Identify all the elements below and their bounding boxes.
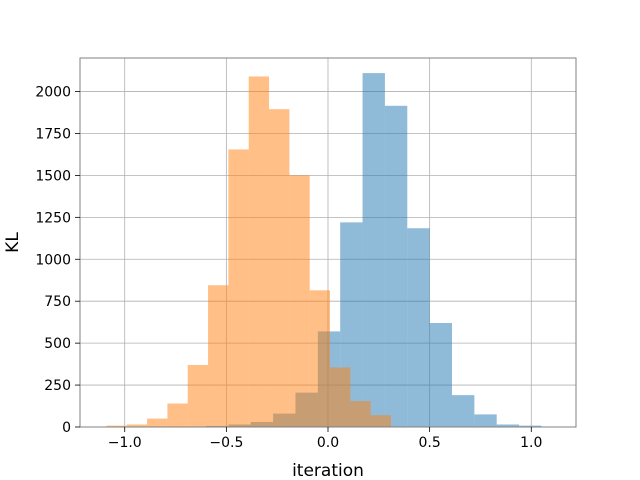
y-axis-label: KL <box>3 232 23 253</box>
histogram-bar-series-1 <box>474 414 497 427</box>
histogram-bar-series-2 <box>289 175 310 427</box>
histogram-bar-series-2 <box>106 425 127 427</box>
histogram-bar-series-1 <box>407 228 430 427</box>
histogram-bar-series-2 <box>370 415 392 427</box>
histogram-bar-series-2 <box>269 109 290 428</box>
histogram-bar-series-2 <box>208 285 229 427</box>
histogram-bar-series-2 <box>350 401 371 427</box>
x-tick-label: 0.5 <box>419 435 441 451</box>
y-tick-label: 500 <box>44 336 71 352</box>
histogram-bar-series-2 <box>126 424 148 427</box>
histogram-bars <box>106 73 542 428</box>
histogram-bar-series-2 <box>147 418 168 427</box>
y-tick-label: 2000 <box>35 85 71 101</box>
y-tick-label: 1000 <box>35 252 71 268</box>
histogram-bar-series-2 <box>187 364 209 427</box>
x-tick-label: −1.0 <box>108 435 142 451</box>
y-tick-label: 250 <box>44 378 71 394</box>
histogram-bar-series-2 <box>309 290 331 427</box>
histogram-bar-series-2 <box>330 367 351 427</box>
y-tick-label: 1750 <box>35 126 71 142</box>
x-tick-label: 1.0 <box>520 435 542 451</box>
y-tick-label: 750 <box>44 294 71 310</box>
histogram-bar-series-2 <box>228 149 249 427</box>
histogram-bar-series-1 <box>452 395 475 427</box>
y-tick-label: 0 <box>62 420 71 436</box>
histogram-bar-series-1 <box>384 105 408 427</box>
histogram-bar-series-1 <box>362 73 385 427</box>
x-axis-label: iteration <box>292 461 364 480</box>
x-tick-label: 0.0 <box>317 435 339 451</box>
histogram-bar-series-2 <box>167 403 188 427</box>
histogram-bar-series-2 <box>248 76 270 427</box>
y-tick-label: 1500 <box>35 168 71 184</box>
histogram-bar-series-1 <box>496 424 520 427</box>
x-tick-label: −0.5 <box>209 435 243 451</box>
histogram-bar-series-1 <box>519 425 542 427</box>
histogram-bar-series-1 <box>429 323 452 427</box>
y-tick-label: 1250 <box>35 210 71 226</box>
axis-ticks: −1.0 −0.5 0.0 0.5 1.0 0 250 500 750 1000 1250 1500 1… <box>35 85 542 451</box>
